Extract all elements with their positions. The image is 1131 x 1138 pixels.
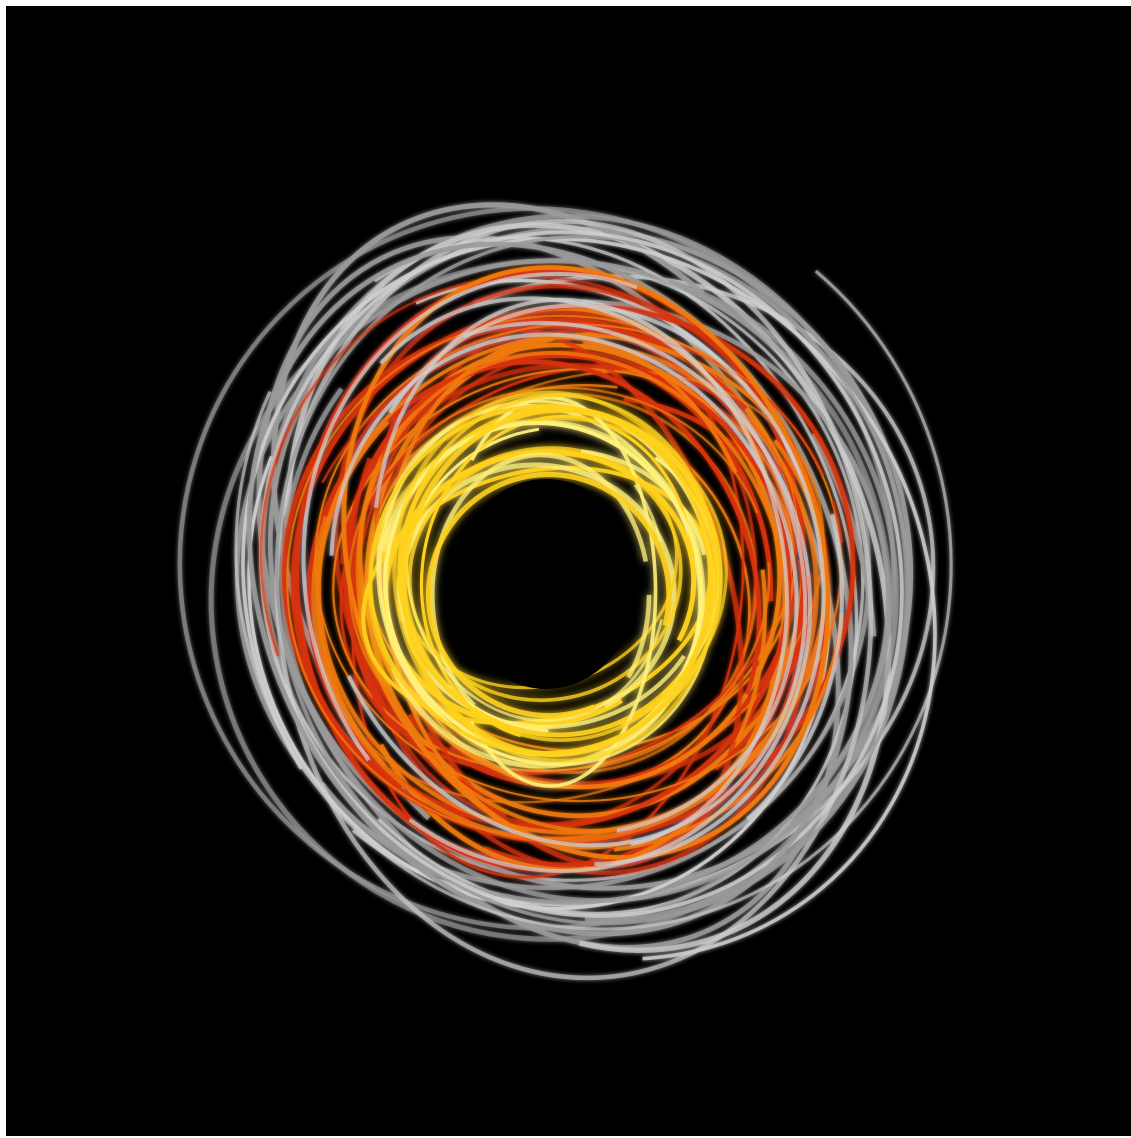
orange-trail bbox=[290, 303, 856, 845]
grey-trail bbox=[234, 183, 953, 931]
orange-trail bbox=[341, 265, 831, 860]
yellow-trail bbox=[392, 390, 719, 763]
yellow-trail bbox=[398, 448, 710, 729]
silver-trail bbox=[329, 332, 799, 836]
image-frame bbox=[6, 6, 1131, 1136]
grey-trail bbox=[274, 219, 874, 981]
grey-trail bbox=[274, 235, 911, 926]
middle-orange-red-trails bbox=[259, 265, 856, 883]
yellow-trail bbox=[401, 407, 714, 757]
yellow-trail bbox=[425, 471, 672, 719]
grey-trail bbox=[259, 230, 904, 918]
yellow-trail bbox=[442, 395, 658, 788]
silver-trail bbox=[342, 303, 826, 867]
grey-trail bbox=[246, 241, 854, 937]
grey-trail bbox=[279, 264, 899, 904]
orange-trail bbox=[311, 340, 819, 844]
silver-trail bbox=[314, 296, 808, 848]
orange-trail bbox=[317, 341, 828, 835]
silver-trail bbox=[371, 297, 789, 850]
yellow-trail bbox=[429, 452, 652, 738]
inner-yellow-trails bbox=[361, 390, 728, 788]
silver-trail bbox=[301, 271, 845, 883]
dark-core bbox=[454, 479, 638, 689]
orange-trail bbox=[343, 359, 762, 833]
grey-trail bbox=[241, 237, 937, 962]
yellow-trail bbox=[419, 414, 695, 742]
orange-trail bbox=[347, 386, 771, 773]
swirl-light-trails-image bbox=[6, 6, 1131, 1136]
orange-trail bbox=[332, 368, 794, 773]
